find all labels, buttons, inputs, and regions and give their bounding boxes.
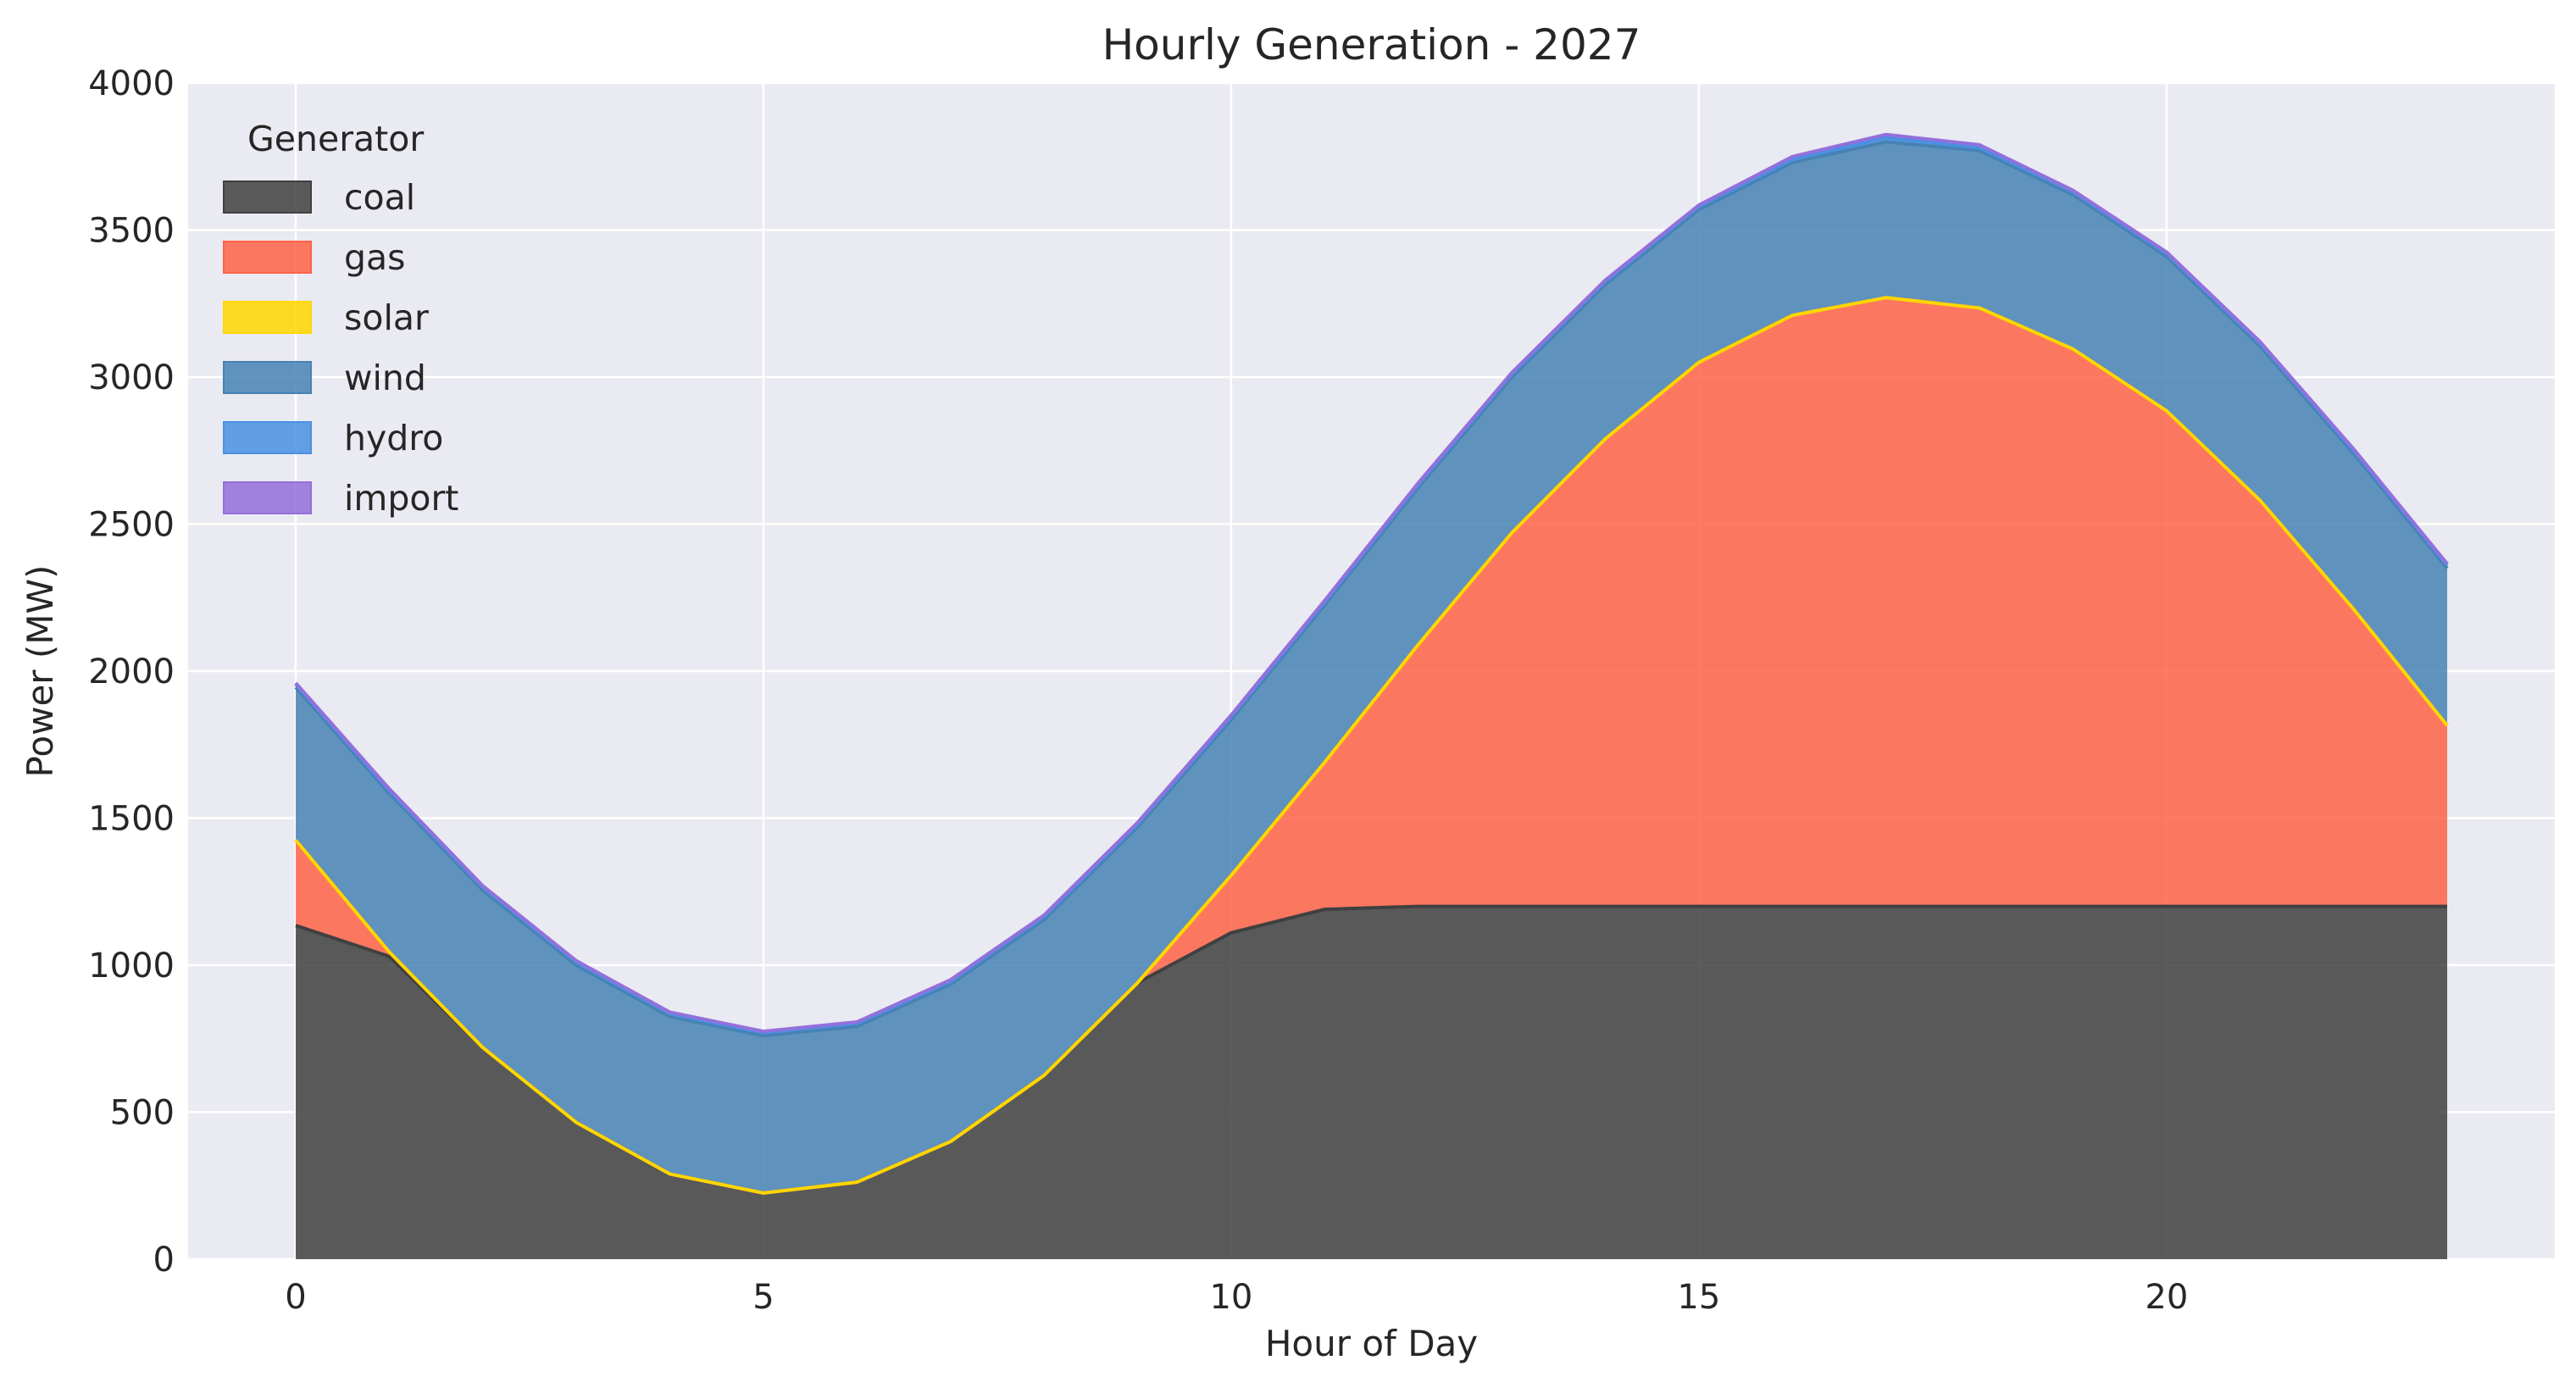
area-series bbox=[296, 134, 2447, 1259]
x-tick-label: 5 bbox=[752, 1278, 774, 1317]
legend-label-gas: gas bbox=[344, 237, 406, 278]
x-tick-label: 20 bbox=[2145, 1278, 2188, 1317]
line-import bbox=[294, 132, 2449, 1034]
area-coal bbox=[296, 906, 2447, 1259]
y-tick-label: 3000 bbox=[88, 358, 175, 397]
y-tick-label: 2500 bbox=[88, 506, 175, 545]
legend-swatch-wind bbox=[223, 361, 312, 394]
y-tick-label: 3500 bbox=[88, 212, 175, 251]
legend-label-hydro: hydro bbox=[344, 418, 443, 458]
legend-swatch-coal bbox=[223, 180, 312, 214]
y-tick-label: 500 bbox=[110, 1094, 175, 1133]
legend-items: coal gas solar wind hydro import bbox=[223, 177, 458, 519]
area-gas bbox=[296, 297, 2447, 1193]
y-tick-label: 4000 bbox=[88, 64, 175, 103]
legend-title: Generator bbox=[247, 119, 424, 159]
y-tick-label: 1000 bbox=[88, 947, 175, 985]
legend-swatch-import bbox=[223, 481, 312, 514]
x-axis-label: Hour of Day bbox=[1265, 1323, 1478, 1364]
x-tick-labels: 0 5 10 15 20 bbox=[285, 1278, 2188, 1317]
legend-swatch-gas bbox=[223, 241, 312, 274]
x-tick-label: 15 bbox=[1677, 1278, 1720, 1317]
chart-title: Hourly Generation - 2027 bbox=[1102, 20, 1641, 69]
y-tick-label: 2000 bbox=[88, 652, 175, 691]
legend-swatch-solar bbox=[223, 301, 312, 334]
y-tick-labels: 0 500 1000 1500 2000 2500 3000 3500 4000 bbox=[88, 64, 175, 1280]
legend-swatch-hydro bbox=[223, 421, 312, 454]
line-solar bbox=[294, 296, 2449, 1195]
legend-label-coal: coal bbox=[344, 177, 415, 218]
x-tick-label: 10 bbox=[1209, 1278, 1252, 1317]
y-axis-label: Power (MW) bbox=[19, 565, 61, 778]
y-tick-label: 0 bbox=[153, 1241, 175, 1280]
series-lines bbox=[294, 132, 2449, 1195]
area-wind bbox=[296, 142, 2447, 1193]
legend-label-import: import bbox=[344, 478, 458, 519]
y-tick-label: 1500 bbox=[88, 800, 175, 839]
line-wind bbox=[294, 140, 2449, 1038]
legend-label-solar: solar bbox=[344, 297, 429, 338]
legend-label-wind: wind bbox=[344, 358, 426, 398]
x-tick-label: 0 bbox=[285, 1278, 306, 1317]
legend: Generator coal gas solar wind hydro import bbox=[223, 119, 458, 519]
